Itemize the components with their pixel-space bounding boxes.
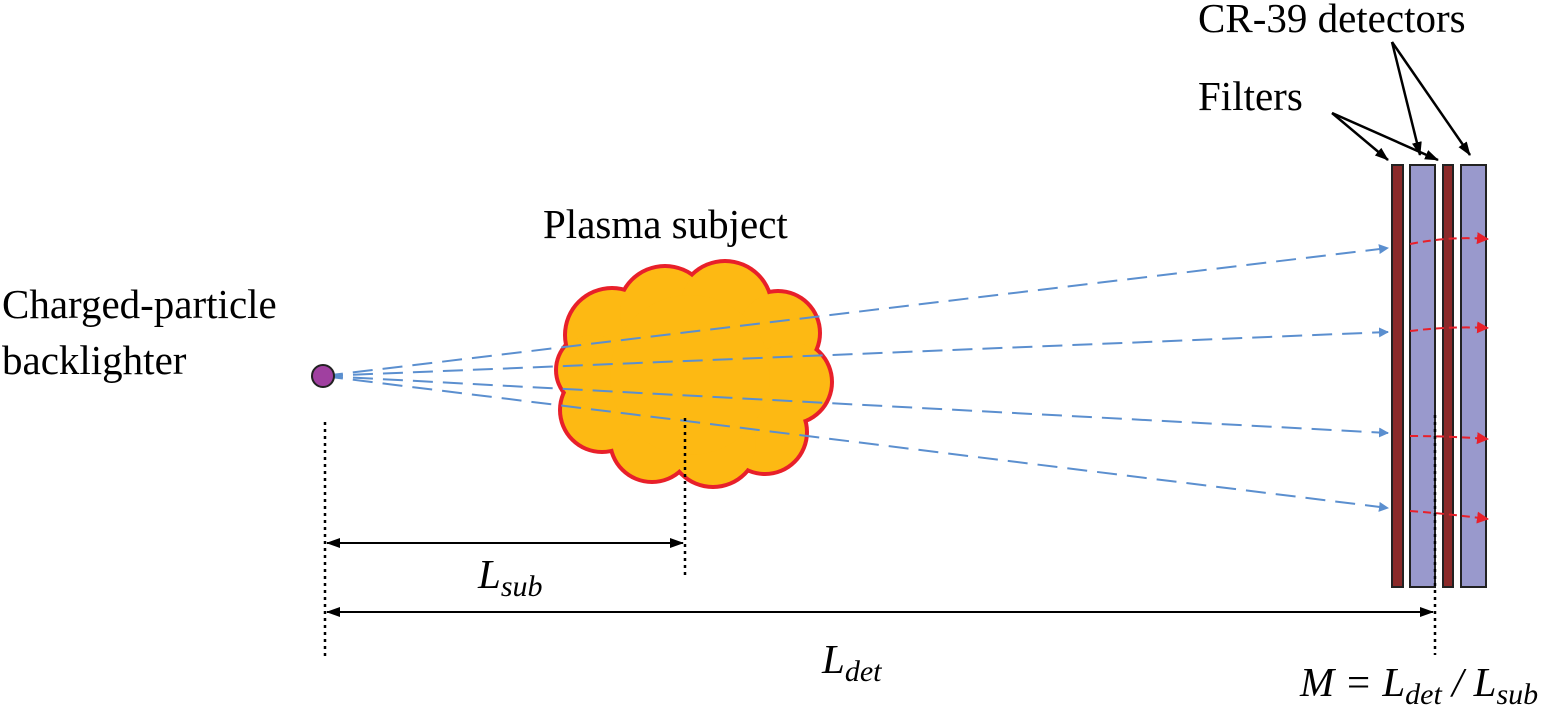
backlighter-source [311,364,335,388]
filters-label: Filters [1198,73,1303,119]
detectors-label: CR-39 detectors [1198,0,1466,41]
formula-part: M = L [1299,659,1405,705]
symbol: L [821,636,845,682]
formula-part: / L [1442,659,1497,705]
detector-stack [1391,164,1487,588]
backlighter-label: backlighter [2,337,187,383]
l-sub-label: Lsub [477,551,543,603]
subscript: sub [501,570,543,603]
magnification-formula: M = Ldet / Lsub [1299,659,1538,711]
subscript: det [845,655,882,688]
backlighter-label: Charged-particle [2,281,277,327]
trajectories [322,244,1389,512]
subject-label: Plasma subject [543,201,788,247]
reference-lines [323,415,1437,660]
subscript: sub [1496,678,1538,711]
particle-tracks [1409,232,1489,524]
pointer-arrows [1331,41,1472,162]
l-det-label: Ldet [821,636,882,688]
plasma-cloud [554,259,834,489]
distance-arrows [326,538,1434,617]
symbol: L [477,551,501,597]
subscript: det [1405,678,1442,711]
